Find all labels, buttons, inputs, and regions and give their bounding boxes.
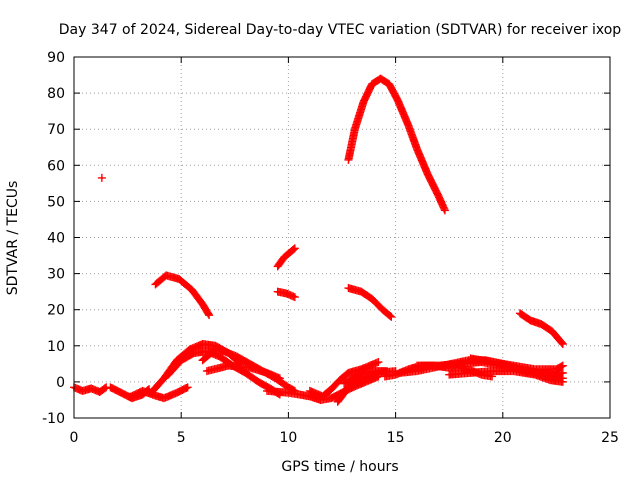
y-axis-label: SDTVAR / TECUs <box>5 181 21 296</box>
data-point <box>205 311 214 320</box>
series-arc-11 <box>273 287 299 302</box>
data-series <box>70 74 567 406</box>
data-point <box>558 377 567 386</box>
data-point <box>557 338 566 347</box>
x-tick-label: 10 <box>279 430 297 446</box>
y-tick-label: 0 <box>56 375 65 391</box>
series-arc-23 <box>515 309 567 348</box>
data-point <box>183 383 192 392</box>
series-arc-12 <box>262 372 383 404</box>
x-tick-label: 15 <box>387 430 405 446</box>
data-point <box>100 384 109 393</box>
data-point <box>387 312 396 321</box>
axis-ticks: 0 5 10 15 20 25 -10 0 10 20 30 40 50 60 70 80 90 <box>42 50 619 446</box>
data-point <box>386 312 395 321</box>
x-tick-label: 20 <box>494 430 512 446</box>
data-point <box>275 374 284 383</box>
data-point <box>558 361 567 370</box>
series-arc-16 <box>344 74 449 215</box>
data-point <box>97 173 106 182</box>
data-point <box>290 293 299 302</box>
data-point <box>374 358 383 367</box>
x-tick-label: 0 <box>70 430 79 446</box>
x-tick-label: 25 <box>601 430 619 446</box>
y-tick-label: 80 <box>47 86 65 102</box>
data-point <box>440 206 449 215</box>
y-tick-label: 40 <box>47 231 65 247</box>
y-tick-label: 90 <box>47 50 65 66</box>
data-point <box>558 339 567 348</box>
series-arc-05 <box>151 271 214 320</box>
y-tick-label: 10 <box>47 339 65 355</box>
y-tick-label: 70 <box>47 122 65 138</box>
series-arc-15 <box>340 367 392 388</box>
chart-title: Day 347 of 2024, Sidereal Day-to-day VTE… <box>59 22 622 38</box>
data-point <box>557 362 566 371</box>
series-arc-10 <box>273 244 299 271</box>
y-tick-label: 50 <box>47 194 65 210</box>
y-tick-label: -10 <box>42 411 65 427</box>
series-arc-17 <box>344 284 396 321</box>
data-point <box>290 244 299 253</box>
x-tick-label: 5 <box>177 430 186 446</box>
data-point <box>204 309 213 318</box>
series-arc-04 <box>97 173 106 182</box>
data-point <box>289 245 298 254</box>
series-arc-21 <box>445 367 567 386</box>
y-tick-label: 20 <box>47 303 65 319</box>
y-tick-label: 60 <box>47 158 65 174</box>
series-arc-09 <box>202 361 284 383</box>
y-tick-label: 30 <box>47 267 65 283</box>
x-axis-label: GPS time / hours <box>281 459 398 475</box>
series-arc-22 <box>466 354 567 374</box>
